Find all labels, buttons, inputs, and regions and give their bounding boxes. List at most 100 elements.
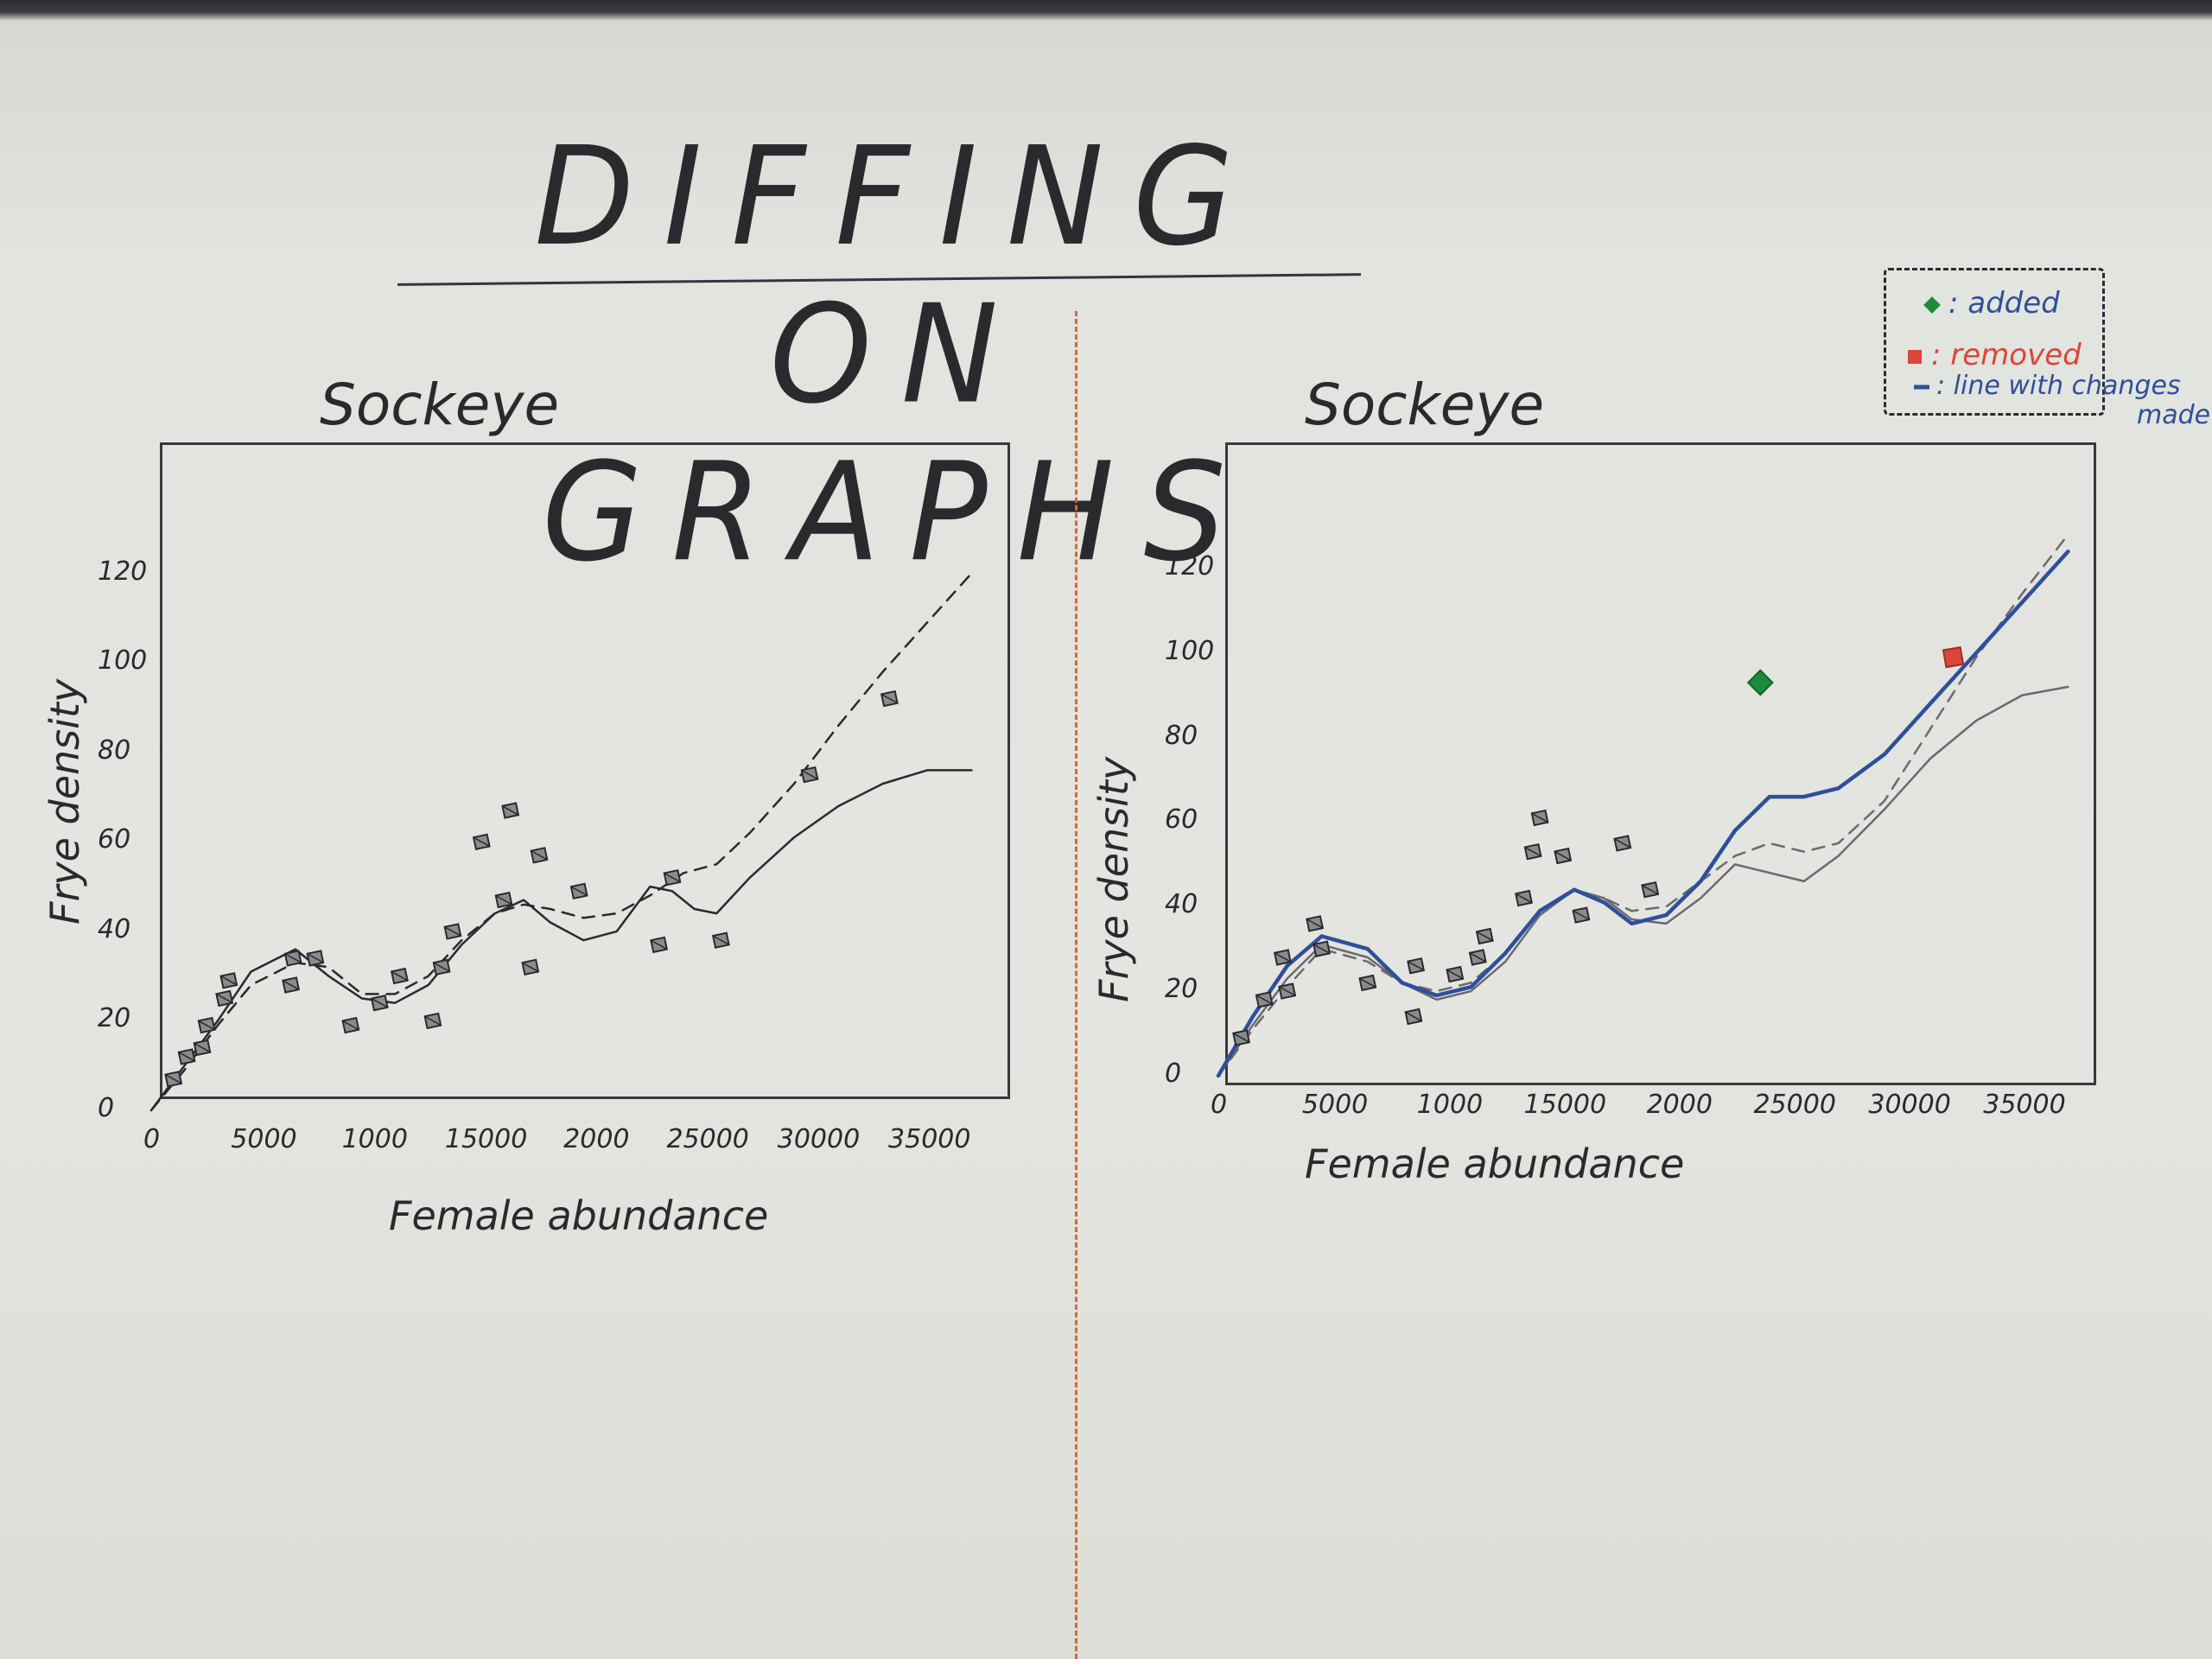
chart1-x-tick-label: 1000 <box>341 1124 408 1154</box>
chart2-series-line-dashed <box>1217 533 2069 1077</box>
chart2-y-tick-label: 80 <box>1165 720 1198 751</box>
chart1-data-point <box>432 958 451 976</box>
chart2-added-point <box>1746 669 1774 696</box>
chart2-data-point <box>1475 927 1494 945</box>
legend-line: : line with changes <box>1912 371 2181 401</box>
chart2-data-point <box>1358 974 1377 992</box>
chart1-xlabel: Female abundance <box>389 1192 769 1239</box>
chart2-data-point <box>1255 991 1274 1008</box>
chart2-xlabel: Female abundance <box>1305 1141 1685 1187</box>
chart2-y-tick-label: 100 <box>1165 635 1215 666</box>
chart1-data-point <box>880 690 899 708</box>
chart2-data-point <box>1407 957 1426 975</box>
chart2-series-line-solid <box>1217 685 2069 1077</box>
chart1-data-point <box>306 950 325 967</box>
legend-added: : added <box>1921 286 2060 321</box>
chart1-y-tick-label: 100 <box>98 645 148 677</box>
chart2-series-line-changed <box>1216 550 2070 1078</box>
chart1-data-point <box>390 967 409 985</box>
chart2-x-tick-label: 25000 <box>1753 1090 1836 1120</box>
page-title: DIFFING ON GRAPHS <box>534 118 1263 593</box>
chart2-data-point <box>1468 949 1487 966</box>
chart1-data-point <box>283 950 302 967</box>
chart1-data-point <box>423 1012 442 1030</box>
legend-line-label-2: made <box>2137 400 2211 430</box>
chart1-y-tick-label: 40 <box>98 913 131 944</box>
chart2-data-point <box>1278 982 1297 1000</box>
chart1-data-point <box>711 931 730 949</box>
chart2-removed-point <box>1942 645 1965 669</box>
chart2-x-tick-label: 30000 <box>1868 1090 1951 1120</box>
chart1-x-tick-label: 25000 <box>666 1124 749 1154</box>
chart2-y-tick-label: 60 <box>1165 804 1198 836</box>
chart2-data-point <box>1404 1007 1423 1026</box>
chart2-title: Sockeye <box>1305 372 1545 438</box>
chart2-data-point <box>1554 847 1573 865</box>
chart1-data-point <box>219 972 238 989</box>
legend-removed-label: : removed <box>1931 338 2082 372</box>
chart2-data-point <box>1306 915 1325 932</box>
legend-line-label: : line with changes <box>1936 371 2181 401</box>
chart1-x-tick-label: 15000 <box>444 1124 528 1154</box>
chart1-x-tick-label: 0 <box>143 1124 161 1154</box>
chart1-data-point <box>501 802 520 819</box>
removed-marker-icon <box>1908 349 1922 364</box>
chart1-y-tick-label: 20 <box>98 1003 131 1034</box>
chart1-frame <box>160 442 1010 1099</box>
chart1-data-point <box>494 891 513 909</box>
legend-box: : added : removed : line with changes ma… <box>1884 268 2210 430</box>
changed-line-icon <box>1914 385 1929 389</box>
chart1-data-point <box>215 989 234 1007</box>
chart1-x-tick-label: 2000 <box>563 1124 630 1154</box>
chart2-data-point <box>1613 835 1632 852</box>
chart1-y-tick-label: 0 <box>98 1093 115 1123</box>
chart2-data-point <box>1523 843 1542 861</box>
chart1-y-tick-label: 120 <box>98 556 148 587</box>
chart1-data-point <box>472 833 491 850</box>
chart2-x-tick-label: 2000 <box>1646 1090 1713 1120</box>
chart1-data-point <box>341 1016 360 1034</box>
chart2-data-point <box>1530 809 1549 827</box>
legend-removed: : removed <box>1904 338 2082 372</box>
center-divider <box>1075 311 1077 1659</box>
chart1-data-point <box>164 1071 183 1088</box>
chart1-data-point <box>282 976 301 994</box>
chart2-y-tick-label: 40 <box>1165 889 1198 920</box>
chart2-data-point <box>1641 881 1660 899</box>
chart1-data-point <box>370 995 389 1012</box>
chart1-data-point <box>197 1016 216 1034</box>
chart2-x-tick-label: 15000 <box>1523 1090 1607 1120</box>
chart1-y-tick-label: 80 <box>98 734 131 766</box>
chart2-x-tick-label: 1000 <box>1416 1090 1484 1120</box>
chart1-data-point <box>569 882 588 899</box>
chart1-data-point <box>530 847 549 864</box>
chart2-data-point <box>1572 906 1591 924</box>
chart2-frame <box>1225 442 2096 1085</box>
chart1-y-tick-label: 60 <box>98 824 131 855</box>
chart2-data-point <box>1313 940 1332 957</box>
chart1-data-point <box>800 766 819 784</box>
chart1-x-tick-label: 5000 <box>231 1124 297 1154</box>
chart1-x-tick-label: 30000 <box>777 1124 861 1154</box>
chart2-x-tick-label: 5000 <box>1301 1090 1369 1120</box>
chart1-data-point <box>177 1048 196 1065</box>
chart2-y-tick-label: 120 <box>1165 550 1215 582</box>
chart1-data-point <box>443 923 462 940</box>
chart2-data-point <box>1515 889 1533 907</box>
chart2-x-tick-label: 35000 <box>1983 1090 2066 1120</box>
chart2-x-tick-label: 0 <box>1211 1090 1228 1120</box>
added-marker-icon <box>1923 296 1941 314</box>
chart1-series-line-solid <box>149 769 973 1112</box>
chart2-data-point <box>1232 1029 1251 1046</box>
chart1-x-tick-label: 35000 <box>888 1124 971 1154</box>
legend-added-label: : added <box>1948 286 2060 321</box>
chart2-y-tick-label: 0 <box>1165 1058 1182 1089</box>
chart1-data-point <box>663 869 682 887</box>
chart2-data-point <box>1446 965 1465 983</box>
chart1-data-point <box>521 958 540 976</box>
chart1-title: Sockeye <box>320 372 560 438</box>
chart2-data-point <box>1273 949 1292 966</box>
